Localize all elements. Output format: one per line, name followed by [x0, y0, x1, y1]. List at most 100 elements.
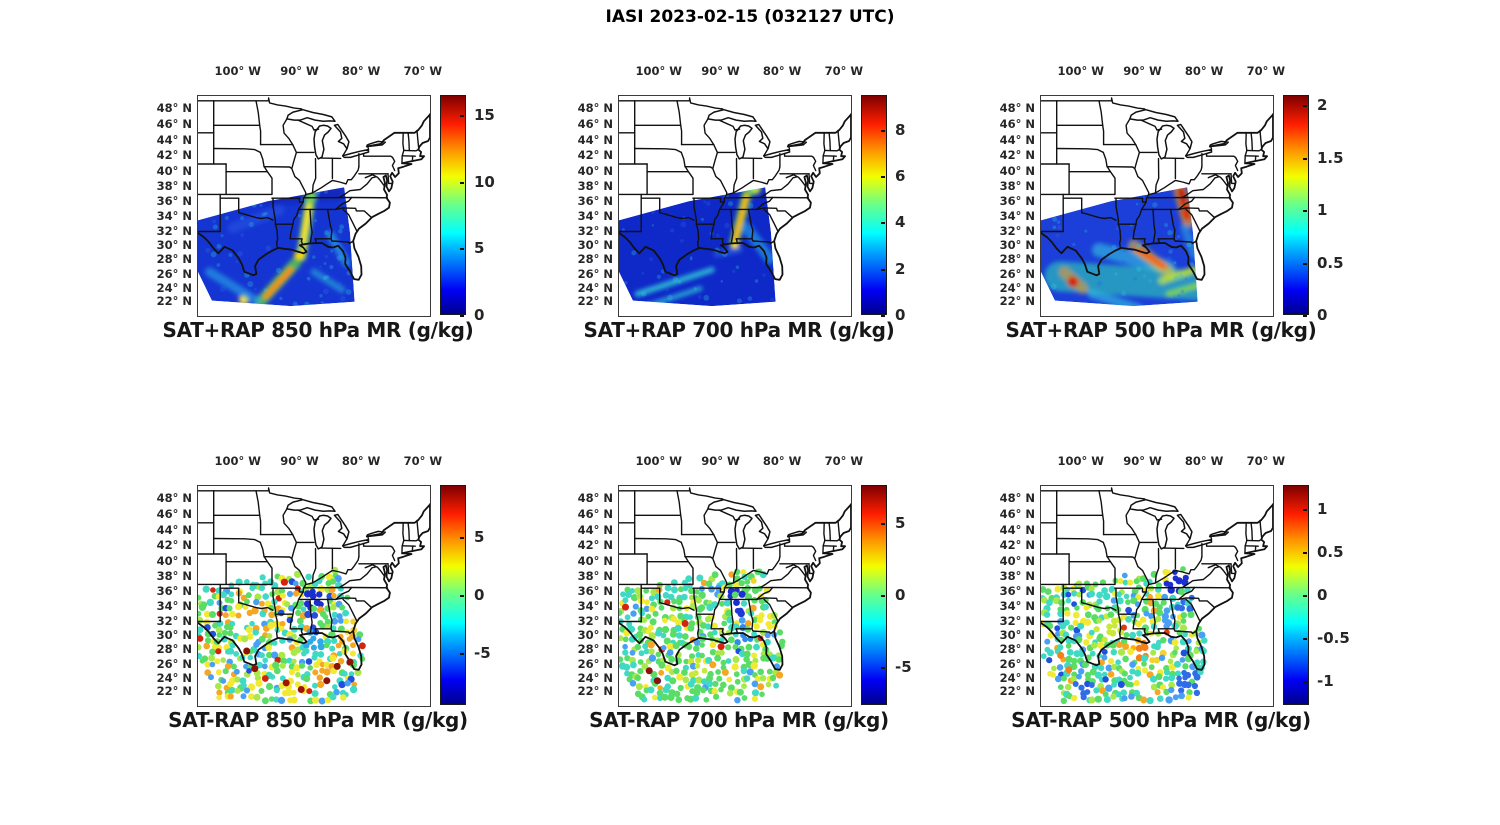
- colorbar-tick: [881, 268, 885, 271]
- colorbar: [861, 485, 887, 705]
- lon-tick-label: 100° W: [1057, 64, 1104, 78]
- lat-tick-label: 26° N: [999, 266, 1035, 281]
- lat-tick-label: 40° N: [999, 163, 1035, 178]
- lat-tick-label: 32° N: [999, 613, 1035, 628]
- colorbar-tick-label: 2: [895, 259, 906, 278]
- colorbar: [861, 95, 887, 317]
- colorbar-tick: [1303, 509, 1307, 512]
- data-swath: [619, 187, 776, 307]
- map-plot: [618, 485, 852, 707]
- lat-tick-label: 48° N: [577, 100, 613, 115]
- colorbar: [1283, 485, 1309, 705]
- lat-tick-label: 30° N: [577, 238, 613, 253]
- lat-tick-label: 40° N: [156, 163, 192, 178]
- lat-tick-label: 34° N: [156, 208, 192, 223]
- colorbar: [1283, 95, 1309, 317]
- lat-tick-label: 38° N: [156, 178, 192, 193]
- lat-tick-label: 30° N: [577, 628, 613, 643]
- colorbar: [440, 485, 466, 705]
- lat-tick-label: 46° N: [156, 506, 192, 521]
- lat-tick-label: 22° N: [577, 294, 613, 309]
- colorbar-tick-label: 2: [1317, 96, 1328, 115]
- data-dots: [619, 568, 786, 704]
- colorbar-tick-label: 15: [474, 106, 495, 124]
- lat-tick-label: 36° N: [999, 583, 1035, 598]
- lat-tick-label: 26° N: [156, 266, 192, 281]
- lon-tick-label: 70° W: [824, 64, 864, 78]
- colorbar-tick-label: -1: [1317, 671, 1334, 690]
- lat-tick-label: 48° N: [999, 100, 1035, 115]
- lat-tick-label: 46° N: [156, 116, 192, 131]
- lat-tick-label: 28° N: [156, 642, 192, 657]
- colorbar-tick: [1303, 595, 1307, 597]
- lat-tick-label: 28° N: [577, 252, 613, 267]
- lon-tick-label: 80° W: [762, 64, 802, 78]
- colorbar-tick-label: 8: [895, 120, 906, 139]
- colorbar-tick: [1303, 315, 1307, 317]
- figure-title: IASI 2023-02-15 (032127 UTC): [605, 7, 895, 27]
- lat-tick-label: 28° N: [577, 642, 613, 657]
- lat-tick-label: 24° N: [156, 280, 192, 295]
- lon-tick-label: 70° W: [403, 64, 443, 78]
- lat-tick-label: 28° N: [999, 252, 1035, 267]
- colorbar-tick: [460, 248, 464, 251]
- lat-tick-label: 26° N: [577, 266, 613, 281]
- colorbar-tick: [881, 315, 885, 317]
- data-dots-outliers: [645, 620, 725, 685]
- lon-tick-label: 100° W: [635, 64, 682, 78]
- data-dots-outliers: [243, 647, 354, 693]
- lat-tick-label: 24° N: [999, 280, 1035, 295]
- lat-tick-label: 32° N: [156, 613, 192, 628]
- colorbar-tick-label: 1: [1317, 500, 1328, 519]
- panel-title: SAT-RAP 700 hPa MR (g/kg): [589, 708, 889, 732]
- colorbar-tick: [1303, 637, 1307, 640]
- colorbar-tick-label: 0.5: [1317, 543, 1344, 562]
- colorbar-tick: [1303, 105, 1307, 108]
- colorbar-tick-label: 4: [895, 213, 906, 232]
- lon-tick-label: 90° W: [280, 64, 319, 78]
- lon-tick-label: 100° W: [635, 454, 682, 468]
- lat-tick-label: 36° N: [999, 193, 1035, 208]
- lat-tick-label: 30° N: [156, 628, 192, 643]
- lat-tick-label: 48° N: [999, 490, 1035, 505]
- lat-tick-label: 22° N: [156, 684, 192, 699]
- map-plot: [1040, 95, 1274, 317]
- map-panel: 100° W 90° W 80° W 70° W 48° N 46° N 44° N 42° …: [993, 58, 1414, 358]
- colorbar-tick: [460, 652, 464, 655]
- colorbar-tick: [881, 129, 885, 132]
- lat-tick-label: 44° N: [156, 132, 192, 147]
- colorbar-tick-label: 5: [474, 528, 485, 547]
- colorbar-tick: [460, 181, 464, 184]
- lon-tick-label: 70° W: [824, 454, 864, 468]
- lon-tick-label: 90° W: [1123, 454, 1162, 468]
- lon-tick-label: 70° W: [403, 454, 443, 468]
- colorbar: [440, 95, 466, 317]
- colorbar-tick-label: 0: [1317, 586, 1328, 604]
- lon-tick-label: 80° W: [341, 64, 381, 78]
- lat-tick-label: 42° N: [999, 148, 1035, 163]
- map-plot: [1040, 485, 1274, 707]
- lat-tick-label: 24° N: [577, 670, 613, 685]
- lat-tick-label: 26° N: [999, 656, 1035, 671]
- colorbar-tick-label: 0: [895, 306, 906, 324]
- colorbar-tick: [1303, 680, 1307, 683]
- lat-tick-label: 24° N: [577, 280, 613, 295]
- colorbar-tick-label: 5: [895, 513, 906, 532]
- lat-tick-label: 22° N: [999, 684, 1035, 699]
- lat-tick-label: 34° N: [999, 208, 1035, 223]
- lat-tick-label: 34° N: [156, 598, 192, 613]
- lat-tick-label: 44° N: [999, 522, 1035, 537]
- colorbar-tick: [1303, 262, 1307, 265]
- map-panel: 100° W 90° W 80° W 70° W 48° N 46° N 44° N 42° …: [571, 58, 992, 358]
- lon-tick-label: 90° W: [280, 454, 319, 468]
- lat-tick-label: 40° N: [577, 553, 613, 568]
- lat-tick-label: 36° N: [156, 193, 192, 208]
- lat-tick-label: 44° N: [156, 522, 192, 537]
- lat-tick-label: 30° N: [999, 628, 1035, 643]
- lon-tick-label: 70° W: [1246, 454, 1286, 468]
- lat-tick-label: 32° N: [156, 223, 192, 238]
- colorbar-tick-label: 0: [474, 306, 485, 324]
- lon-tick-label: 80° W: [341, 454, 381, 468]
- lat-tick-label: 48° N: [577, 490, 613, 505]
- lon-tick-label: 100° W: [1057, 454, 1104, 468]
